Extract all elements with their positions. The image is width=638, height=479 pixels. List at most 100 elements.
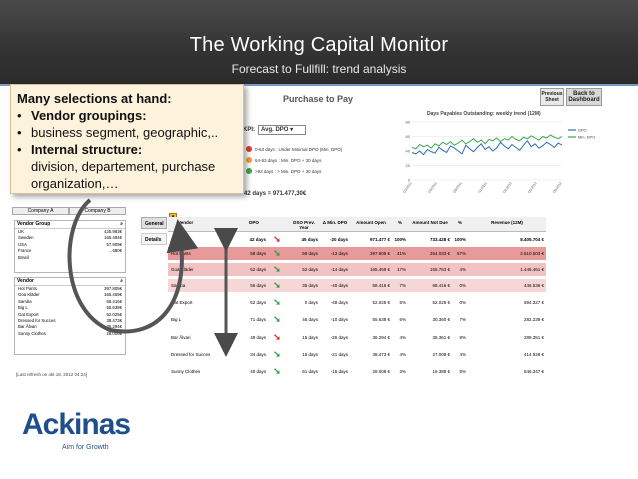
previous-sheet-button[interactable]: Previous Sheet — [540, 88, 564, 106]
tab-details[interactable]: Details — [141, 233, 167, 245]
cell-delta-min: -13 days — [330, 251, 348, 256]
cell-pct-not-due: 0% — [459, 283, 466, 288]
callout-list: Vendor groupings: business segment, geog… — [17, 107, 237, 158]
cell-amount-not-due: 155.753 € — [429, 267, 450, 272]
listbox-title: Vendor — [17, 278, 34, 284]
cell-amount-not-due: 35.361 € — [432, 335, 450, 340]
col-dso-prev[interactable]: DSO Prev. Year — [293, 220, 315, 230]
callout-heading: Many selections at hand: — [17, 91, 172, 106]
y-tick-label: 20 — [406, 163, 411, 168]
cell-indicator: ➘ — [268, 234, 288, 245]
list-item-name: Sunny Clothes — [18, 330, 46, 336]
callout-item-label: Vendor groupings: — [31, 108, 147, 123]
search-icon[interactable]: ⌕ — [120, 278, 123, 284]
list-item-name: Bar Ålvari — [18, 324, 37, 330]
vendor-group-listbox[interactable]: Vendor Group ⌕ UK 425.983€ Sweden 165.494€ US… — [14, 220, 126, 273]
cell-pct-not-due: 100% — [454, 237, 466, 242]
table-row[interactable]: Goa Kläder 52 days ➘ 52 days -14 days 165.459… — [168, 263, 546, 276]
col-amount-open[interactable]: Amount Open — [356, 220, 386, 225]
company-tabs: Company A Company B — [12, 207, 126, 215]
cell-vendor: Sunny Clothes — [171, 369, 201, 374]
cell-dpo: 40 days — [250, 369, 266, 374]
cell-pct-open: 17% — [396, 267, 406, 272]
col-pct-open[interactable]: % — [397, 220, 402, 225]
cell-indicator: ➘ — [268, 314, 288, 325]
y-tick-label: 80 — [406, 120, 411, 125]
cell-delta-min: -14 days — [330, 267, 348, 272]
table-row[interactable]: Dressed for Succes 34 days ➘ 15 days -21 day… — [168, 348, 546, 361]
x-tick-label: 1/05/2011 — [426, 181, 438, 193]
cell-amount-not-due: 16.388 € — [432, 369, 450, 374]
back-to-dashboard-button[interactable]: Back to Dashboard — [566, 88, 602, 106]
tab-general[interactable]: General — [141, 217, 167, 229]
cell-dpo: 42 days — [249, 237, 266, 242]
cell-indicator: ➘ — [268, 297, 288, 308]
cell-vendor: Hot Pants — [171, 251, 191, 256]
y-tick-label: 0 — [408, 178, 411, 183]
cell-indicator: ➘ — [268, 349, 288, 360]
callout-item-detail: division, departement, purchase organiza… — [31, 159, 216, 191]
col-delta-min[interactable]: Δ Min. DPO — [322, 220, 348, 225]
list-item-name: France — [18, 248, 32, 254]
col-vendor[interactable]: Vendor — [178, 220, 194, 225]
arrow-down-red-icon: ➘ — [273, 234, 281, 244]
chevron-down-icon: ▾ — [290, 127, 294, 133]
table-row[interactable]: Big L 71 days ➘ 46 days -10 days 55.638 € 6% 30… — [168, 313, 546, 326]
cell-amount-open: 165.459 € — [369, 267, 390, 272]
cell-dpo: 48 days — [250, 335, 266, 340]
brand-tagline: Aim for Growth — [62, 444, 109, 451]
tab-company-a[interactable]: Company A — [12, 207, 69, 215]
cell-amount-not-due: 68.416 € — [432, 283, 450, 288]
col-dpo[interactable]: DPO — [249, 220, 259, 225]
cell-indicator: ➘ — [268, 248, 288, 259]
kpi-dropdown[interactable]: Avg. DPO ▾ — [258, 125, 306, 135]
cell-dpo: 52 days — [250, 300, 266, 305]
cell-amount-not-due: 27.008 € — [432, 352, 450, 357]
callout-item-detail: business segment, geographic,.. — [17, 124, 237, 141]
arrow-down-green-icon: ➘ — [273, 349, 281, 359]
cell-pct-not-due: 8% — [459, 335, 466, 340]
cell-indicator: ➘ — [268, 280, 288, 291]
dashboard-title: Purchase to Pay — [283, 94, 354, 104]
col-amount-not-due[interactable]: Amount Not Due — [412, 220, 448, 225]
cell-dpo: 56 days — [250, 283, 266, 288]
cell-revenue: 446.536 € — [523, 283, 544, 288]
cell-amount-open: 38.473 € — [372, 352, 390, 357]
listbox-title: Vendor Group — [17, 221, 51, 227]
table-row[interactable]: Gat Export 52 days ➘ 0 days -48 days 52.025 €… — [168, 296, 546, 309]
cell-amount-open: 55.638 € — [372, 317, 390, 322]
cell-amount-open: 52.025 € — [372, 300, 390, 305]
green-status-icon — [246, 168, 252, 174]
series-line-dpo — [411, 139, 563, 156]
cell-revenue: 289.351 € — [523, 335, 544, 340]
cell-revenue: 282.239 € — [523, 317, 544, 322]
kpi-total: 42 days = 971.477,30€ — [244, 191, 307, 197]
search-icon[interactable]: ⌕ — [120, 221, 123, 227]
col-revenue[interactable]: Revenue (12M) — [491, 220, 523, 225]
cell-revenue: 1.445.461 € — [520, 267, 544, 272]
slide-title: The Working Capital Monitor — [189, 34, 449, 56]
kpi-selector: KPI: Avg. DPO ▾ — [243, 125, 306, 135]
table-row[interactable]: Samba 56 days ➘ 35 days -40 days 68.416 € 7% 68… — [168, 279, 546, 292]
col-pct-not-due[interactable]: % — [457, 220, 462, 225]
list-item-value: 28.008€ — [106, 330, 122, 336]
vendor-listbox[interactable]: Vendor ⌕ Hot Pants 397.805€ Goa Kläder 165.4… — [14, 277, 126, 355]
arrow-down-green-icon: ➘ — [273, 248, 281, 258]
list-item[interactable]: Sunny Clothes 28.008€ — [15, 331, 125, 337]
table-row[interactable]: Bar Ålvari 48 days ➘ 15 days -26 days 36.294 … — [168, 331, 546, 344]
cell-pct-open: 41% — [396, 251, 406, 256]
cell-vendor: Goa Kläder — [171, 267, 194, 272]
arrow-down-red-icon: ➘ — [273, 332, 281, 342]
table-row[interactable]: 42 days ➘ 45 days -20 days 971.477 € 100% 733.… — [168, 233, 546, 246]
tab-company-b[interactable]: Company B — [69, 207, 126, 215]
table-row[interactable]: Sunny Clothes 40 days ➘ 61 days -15 days 28.0… — [168, 365, 546, 378]
list-item[interactable]: Brasil — [15, 255, 125, 261]
cell-vendor: Big L — [171, 317, 182, 322]
legend-label: 0-63 days : Under Minimal DPO (Min. DPO) — [255, 146, 343, 152]
table-row[interactable]: Hot Pants 58 days ➘ 58 days -13 days 397.805 … — [168, 247, 546, 260]
list-item-name: Dressed for Succes — [18, 317, 56, 323]
legend-row-green: >93 days : > Min. DPO + 30 days — [246, 168, 321, 174]
cell-dso-prev: 0 days — [304, 300, 318, 305]
cell-dpo: 71 days — [250, 317, 266, 322]
arrow-down-green-icon: ➘ — [273, 264, 281, 274]
